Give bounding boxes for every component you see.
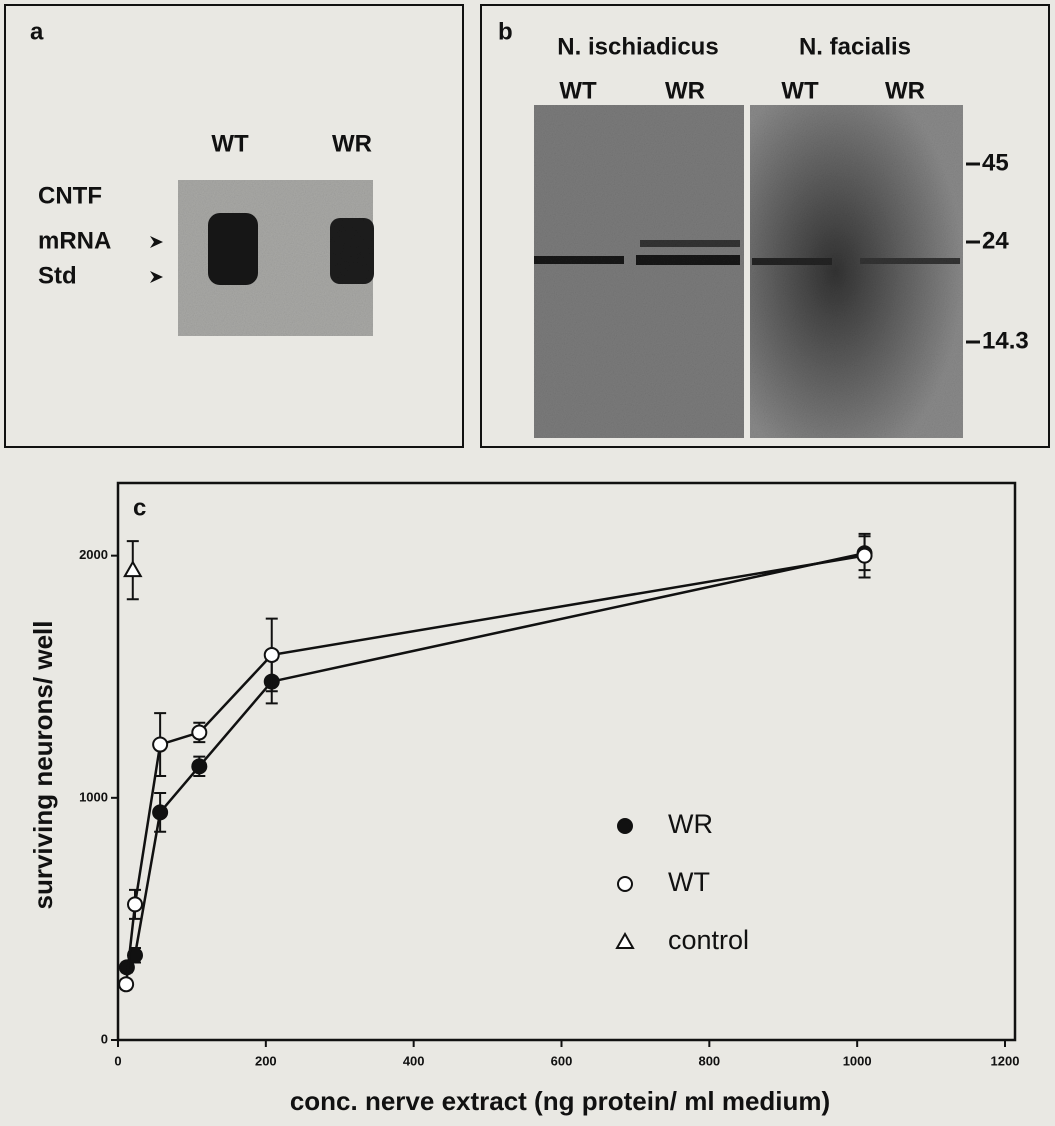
marker bbox=[153, 805, 167, 819]
figure: a WT WR CNTF mRNA Std b N. ischiadicus N… bbox=[0, 0, 1055, 1126]
marker bbox=[128, 897, 142, 911]
lane-label: WT bbox=[559, 77, 597, 104]
panel-label: c bbox=[133, 494, 146, 521]
row-label: mRNA bbox=[38, 227, 111, 254]
group-label: N. ischiadicus bbox=[557, 33, 718, 60]
arrowhead bbox=[150, 236, 163, 248]
panel-label: b bbox=[498, 18, 513, 45]
legend-marker bbox=[618, 819, 632, 833]
x-tick-label: 200 bbox=[255, 1053, 277, 1068]
legend-label: control bbox=[668, 925, 749, 955]
x-axis-label: conc. nerve extract (ng protein/ ml medi… bbox=[290, 1086, 830, 1116]
lane-label: WT bbox=[781, 77, 819, 104]
gel-image bbox=[534, 105, 963, 438]
panel-label: a bbox=[30, 18, 44, 45]
y-tick-label: 0 bbox=[101, 1031, 108, 1046]
marker bbox=[858, 549, 872, 563]
marker bbox=[125, 562, 141, 576]
lane-label: WR bbox=[665, 77, 705, 104]
series-line bbox=[127, 553, 865, 967]
x-tick-label: 0 bbox=[114, 1053, 121, 1068]
x-tick-label: 600 bbox=[551, 1053, 573, 1068]
gel-image bbox=[178, 180, 374, 336]
group-label: N. facialis bbox=[799, 33, 911, 60]
marker bbox=[153, 738, 167, 752]
marker bbox=[192, 725, 206, 739]
row-label: Std bbox=[38, 262, 77, 289]
plot-frame bbox=[118, 483, 1015, 1040]
x-tick-label: 1200 bbox=[991, 1053, 1020, 1068]
y-tick-label: 1000 bbox=[79, 789, 108, 804]
size-marker: 14.3 bbox=[982, 327, 1029, 354]
lane-label: WR bbox=[332, 130, 372, 157]
x-tick-label: 400 bbox=[403, 1053, 425, 1068]
legend-label: WT bbox=[668, 867, 710, 897]
legend-marker bbox=[617, 934, 633, 948]
x-tick-label: 800 bbox=[698, 1053, 720, 1068]
y-axis-label: surviving neurons/ well bbox=[28, 621, 58, 910]
marker bbox=[192, 759, 206, 773]
marker bbox=[119, 977, 133, 991]
legend-label: WR bbox=[668, 809, 713, 839]
x-tick-label: 1000 bbox=[843, 1053, 872, 1068]
series-line bbox=[126, 556, 864, 985]
size-marker: 24 bbox=[982, 227, 1009, 254]
lane-label: WR bbox=[885, 77, 925, 104]
marker bbox=[265, 648, 279, 662]
lane-label: WT bbox=[211, 130, 249, 157]
arrowhead bbox=[150, 271, 163, 283]
row-label: CNTF bbox=[38, 182, 102, 209]
y-tick-label: 2000 bbox=[79, 547, 108, 562]
legend-marker bbox=[618, 877, 632, 891]
size-marker: 45 bbox=[982, 149, 1009, 176]
